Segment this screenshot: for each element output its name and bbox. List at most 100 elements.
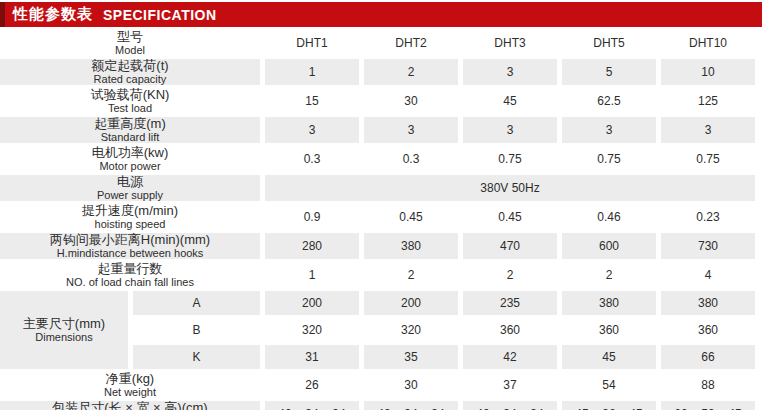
label-zh: 主要尺寸(mm)	[0, 317, 128, 331]
spec-value: 3	[562, 117, 656, 143]
row-label: 两钩间最小距离H(min)(mm)H.mindistance between h…	[0, 233, 260, 259]
spec-value: 1	[265, 59, 359, 85]
label-en: Test load	[0, 102, 260, 114]
spec-value: 470	[463, 233, 557, 259]
spec-value: 54	[562, 372, 656, 398]
label-zh: 起重量行数	[0, 262, 260, 276]
spec-value-span: 380V 50Hz	[265, 175, 755, 201]
label-en: Standard lift	[0, 131, 260, 143]
row-label-text: 电源Power supply	[0, 175, 260, 201]
spec-value: 0.45	[364, 204, 458, 230]
column-header-dht1: DHT1	[265, 29, 359, 56]
row-label-text: 起重高度(m)Standard lift	[0, 117, 260, 143]
spec-value: 380	[661, 291, 755, 315]
row-label-text: 额定起载荷(t)Rated capacity	[0, 59, 260, 85]
row-label-text: 型号Model	[0, 30, 260, 56]
table-row: 两钩间最小距离H(min)(mm)H.mindistance between h…	[0, 233, 755, 259]
table-row: 起重高度(m)Standard lift33333	[0, 117, 755, 143]
spec-value: 360	[562, 318, 656, 342]
spec-value: 30	[364, 372, 458, 398]
spec-value: 2	[463, 262, 557, 288]
column-header-dht3: DHT3	[463, 29, 557, 56]
table-row: 起重量行数NO. of load chain fall lines12224	[0, 262, 755, 288]
label-en: hoisting speed	[0, 218, 260, 230]
dimension-key-b: B	[133, 318, 260, 342]
label-en: Model	[0, 44, 260, 56]
row-label: 电源Power supply	[0, 175, 260, 201]
spec-value: 600	[562, 233, 656, 259]
row-label: 试验载荷(KN)Test load	[0, 88, 260, 114]
label-en: NO. of load chain fall lines	[0, 276, 260, 288]
spec-value: 360	[661, 318, 755, 342]
spec-value: 3	[463, 117, 557, 143]
label-zh: 包装尺寸(长 × 宽 × 高)(cm)	[0, 401, 260, 410]
dimensions-group-label: 主要尺寸(mm)Dimensions	[0, 291, 128, 369]
spec-value: 360	[463, 318, 557, 342]
row-label: 净重(kg)Net weight	[0, 372, 260, 398]
spec-value: 320	[265, 318, 359, 342]
row-label-text: 包装尺寸(长 × 宽 × 高)(cm)Packing measursment	[0, 401, 260, 410]
spec-value: 0.3	[265, 146, 359, 172]
spec-value: 15	[265, 88, 359, 114]
spec-value: 730	[661, 233, 755, 259]
row-label-text: 电机功率(kw)Motor power	[0, 146, 260, 172]
spec-value: 0.75	[661, 146, 755, 172]
row-label-text: 净重(kg)Net weight	[0, 372, 260, 398]
label-zh: 提升速度(m/min)	[0, 204, 260, 218]
row-label-text: 两钩间最小距离H(min)(mm)H.mindistance between h…	[0, 233, 260, 259]
label-zh: 电机功率(kw)	[0, 146, 260, 160]
spec-value: 280	[265, 233, 359, 259]
spec-value: 0.75	[562, 146, 656, 172]
dimension-key-k: K	[133, 345, 260, 369]
spec-value: 45	[463, 88, 557, 114]
table-row: 电源Power supply380V 50Hz	[0, 175, 755, 201]
spec-value: 380	[364, 233, 458, 259]
title-bar: 性能参数表 SPECIFICATION	[0, 2, 762, 27]
label-en: Power supply	[0, 189, 260, 201]
row-label: 电机功率(kw)Motor power	[0, 146, 260, 172]
spec-value: 40 × 34 × 34	[265, 401, 359, 410]
spec-value: 200	[364, 291, 458, 315]
spec-value: 62.5	[562, 88, 656, 114]
row-label: 包装尺寸(长 × 宽 × 高)(cm)Packing measursment	[0, 401, 260, 410]
row-label: 提升速度(m/min)hoisting speed	[0, 204, 260, 230]
label-zh: 型号	[0, 30, 260, 44]
table-row: 电机功率(kw)Motor power0.30.30.750.750.75	[0, 146, 755, 172]
row-label-text: 主要尺寸(mm)Dimensions	[0, 317, 128, 343]
spec-value: 2	[562, 262, 656, 288]
label-zh: 额定起载荷(t)	[0, 59, 260, 73]
spec-value: 2	[364, 262, 458, 288]
spec-value: 125	[661, 88, 755, 114]
spec-value: 40 × 34 × 34	[364, 401, 458, 410]
column-header-dht5: DHT5	[562, 29, 656, 56]
spec-value: 3	[364, 117, 458, 143]
title-accent-bar	[0, 2, 5, 27]
row-label: 额定起载荷(t)Rated capacity	[0, 59, 260, 85]
spec-value: 1	[265, 262, 359, 288]
spec-value: 2	[364, 59, 458, 85]
spec-value: 31	[265, 345, 359, 369]
spec-value: 26	[265, 372, 359, 398]
page-title-zh: 性能参数表	[13, 5, 93, 24]
spec-value: 3	[661, 117, 755, 143]
model-header-cell: 型号Model	[0, 29, 260, 56]
spec-value: 0.46	[562, 204, 656, 230]
column-header-dht2: DHT2	[364, 29, 458, 56]
label-zh: 净重(kg)	[0, 372, 260, 386]
spec-value: 200	[265, 291, 359, 315]
spec-page: 性能参数表 SPECIFICATION 型号ModelDHT1DHT2DHT3D…	[0, 2, 762, 410]
page-title-en: SPECIFICATION	[103, 7, 217, 23]
label-zh: 起重高度(m)	[0, 117, 260, 131]
spec-value: 66	[661, 345, 755, 369]
row-label-text: 试验载荷(KN)Test load	[0, 88, 260, 114]
spec-value: 5	[562, 59, 656, 85]
table-row: 包装尺寸(长 × 宽 × 高)(cm)Packing measursment 40…	[0, 401, 755, 410]
table-row: 主要尺寸(mm)DimensionsA200200235380380	[0, 291, 755, 315]
table-row: 提升速度(m/min)hoisting speed0.90.450.450.46…	[0, 204, 755, 230]
spec-value: 45	[562, 345, 656, 369]
column-header-dht10: DHT10	[661, 29, 755, 56]
spec-value: 10	[661, 59, 755, 85]
dimension-key-a: A	[133, 291, 260, 315]
spec-value: 3	[463, 59, 557, 85]
label-en: H.mindistance between hooks	[0, 247, 260, 259]
